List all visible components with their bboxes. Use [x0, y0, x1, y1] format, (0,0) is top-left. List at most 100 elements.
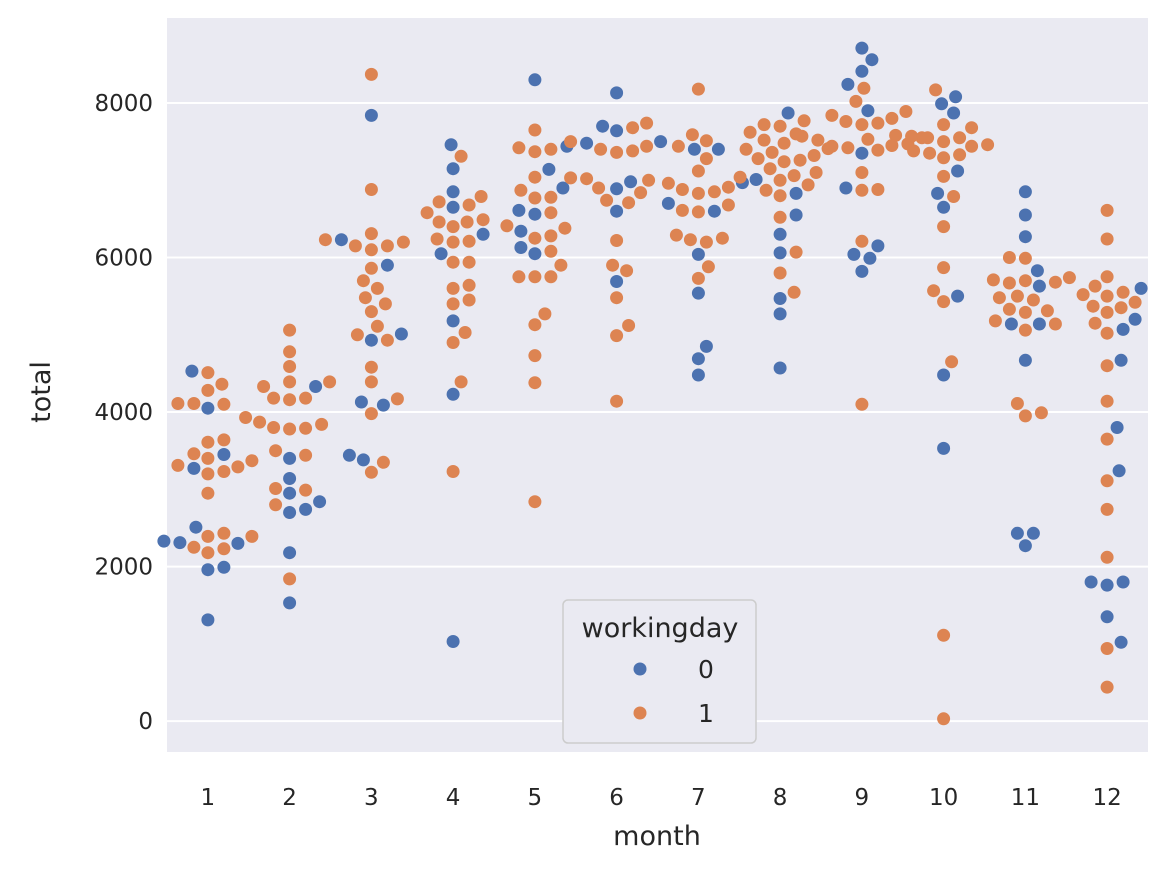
- data-point-0: [514, 241, 528, 254]
- data-point-1: [1088, 316, 1102, 330]
- data-point-1: [528, 123, 542, 137]
- data-point-1: [1100, 642, 1114, 655]
- data-point-1: [1076, 288, 1090, 302]
- data-point-1: [825, 139, 839, 153]
- data-point-1: [217, 542, 231, 556]
- data-point-1: [380, 239, 394, 253]
- data-point-1: [364, 67, 378, 81]
- data-point-0: [1018, 230, 1032, 244]
- data-point-0: [1134, 281, 1148, 295]
- x-tick-label: 6: [609, 785, 624, 811]
- x-tick-label: 9: [855, 785, 870, 811]
- data-point-1: [855, 234, 869, 248]
- data-point-1: [1002, 276, 1016, 290]
- data-point-0: [283, 506, 297, 519]
- data-point-1: [610, 145, 624, 159]
- data-point-1: [1116, 285, 1130, 299]
- data-point-1: [528, 376, 542, 390]
- data-point-1: [253, 415, 267, 429]
- data-point-1: [528, 270, 542, 284]
- data-point-1: [217, 465, 231, 478]
- data-point-0: [185, 364, 199, 378]
- data-point-1: [707, 185, 721, 199]
- data-point-0: [434, 247, 448, 261]
- data-point-1: [1100, 474, 1114, 488]
- data-point-1: [323, 375, 337, 389]
- data-point-1: [348, 239, 362, 253]
- data-point-1: [773, 210, 787, 224]
- data-point-1: [474, 190, 488, 203]
- data-point-1: [620, 264, 634, 278]
- x-tick-label: 2: [282, 785, 297, 811]
- data-point-1: [610, 329, 624, 343]
- data-point-0: [231, 536, 245, 550]
- data-point-0: [610, 204, 624, 218]
- data-point-1: [937, 135, 951, 149]
- data-point-1: [1018, 274, 1032, 288]
- legend-marker-1: [633, 706, 647, 720]
- data-point-1: [683, 233, 697, 247]
- data-point-1: [965, 139, 979, 153]
- data-point-0: [542, 162, 556, 176]
- data-point-1: [937, 118, 951, 132]
- data-point-0: [773, 246, 787, 260]
- data-point-1: [825, 108, 839, 122]
- data-point-1: [988, 314, 1002, 328]
- data-point-1: [640, 116, 654, 130]
- data-point-1: [201, 486, 215, 500]
- data-point-0: [691, 368, 705, 382]
- data-point-1: [1100, 289, 1114, 303]
- data-point-0: [528, 73, 542, 87]
- data-point-1: [981, 138, 995, 152]
- data-point-1: [544, 244, 558, 258]
- data-point-0: [217, 560, 231, 574]
- data-point-1: [773, 173, 787, 187]
- x-tick-label: 8: [773, 785, 788, 811]
- data-point-0: [935, 97, 949, 111]
- data-point-1: [937, 151, 951, 165]
- grid-lines: [167, 101, 1148, 723]
- data-point-0: [1032, 317, 1046, 331]
- data-point-1: [642, 173, 656, 187]
- data-point-1: [201, 366, 215, 380]
- data-point-0: [446, 387, 460, 401]
- data-point-0: [342, 448, 356, 462]
- data-point-1: [356, 274, 370, 288]
- data-point-1: [420, 206, 434, 220]
- data-point-1: [446, 297, 460, 311]
- data-point-1: [514, 183, 528, 197]
- data-point-0: [173, 536, 187, 550]
- x-tick-label: 4: [446, 785, 461, 811]
- x-tick-labels: 1 2 3 4 5 6 7 8 9 10 11 12: [201, 785, 1122, 811]
- data-point-0: [189, 520, 203, 534]
- data-point-1: [1062, 271, 1076, 285]
- data-point-1: [245, 454, 259, 468]
- y-tick-labels: 0 2000 4000 6000 8000: [94, 91, 153, 735]
- data-point-1: [885, 139, 899, 152]
- data-point-1: [1002, 251, 1016, 264]
- data-point-1: [462, 278, 476, 292]
- data-point-1: [187, 540, 201, 554]
- data-point-0: [1112, 464, 1126, 478]
- data-points: [157, 41, 1148, 726]
- data-point-0: [1026, 526, 1040, 540]
- data-point-1: [231, 460, 245, 474]
- data-point-1: [923, 146, 937, 160]
- data-point-1: [626, 144, 640, 158]
- data-point-1: [267, 391, 281, 405]
- data-point-0: [313, 495, 327, 509]
- data-point-1: [528, 349, 542, 363]
- data-point-1: [239, 411, 253, 424]
- data-point-1: [691, 164, 705, 178]
- data-point-0: [394, 327, 408, 341]
- data-point-0: [839, 181, 853, 195]
- data-point-1: [217, 397, 231, 411]
- data-point-1: [721, 198, 735, 212]
- data-point-0: [610, 182, 624, 196]
- data-point-1: [364, 305, 378, 319]
- data-point-1: [201, 467, 215, 481]
- data-point-1: [675, 203, 689, 217]
- x-tick-label: 7: [691, 785, 706, 811]
- data-point-0: [446, 635, 460, 648]
- data-point-1: [564, 171, 578, 185]
